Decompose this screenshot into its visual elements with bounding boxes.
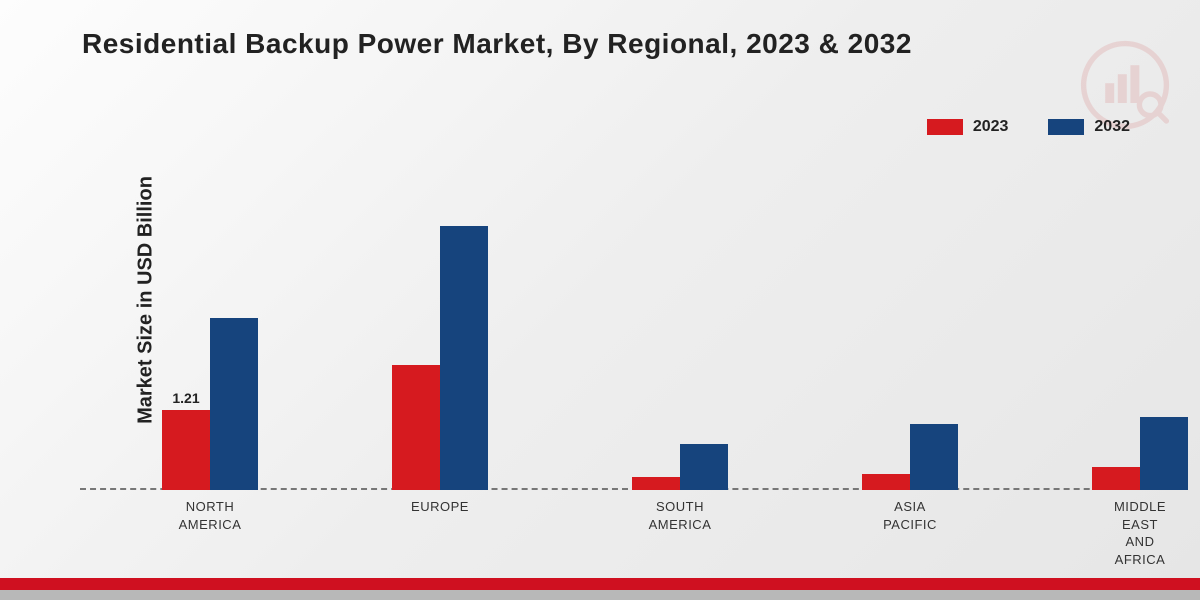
bar-2032 — [910, 424, 958, 490]
category-label: ASIA PACIFIC — [883, 498, 937, 533]
plot-area: 1.21NORTH AMERICA EUROPE SOUTH AMERICA ASIA… — [80, 160, 1170, 490]
legend-swatch-2032 — [1048, 119, 1084, 135]
bar-group: EUROPE — [380, 226, 500, 490]
legend-item-2032: 2032 — [1048, 118, 1130, 136]
data-label: 1.21 — [172, 390, 199, 406]
footer-bar-grey — [0, 590, 1200, 600]
bar-2023 — [392, 365, 440, 490]
bar-group: 1.21NORTH AMERICA — [150, 318, 270, 490]
bar-2023 — [1092, 467, 1140, 490]
bar-group: SOUTH AMERICA — [620, 444, 740, 490]
bar-2023: 1.21 — [162, 410, 210, 490]
category-label: SOUTH AMERICA — [649, 498, 712, 533]
watermark-logo-icon — [1080, 40, 1170, 130]
legend-item-2023: 2023 — [927, 118, 1009, 136]
chart-title: Residential Backup Power Market, By Regi… — [82, 28, 912, 60]
footer-bar-red — [0, 578, 1200, 590]
legend-label-2032: 2032 — [1094, 118, 1130, 136]
legend-label-2023: 2023 — [973, 118, 1009, 136]
bar-2032 — [440, 226, 488, 490]
bar-group: ASIA PACIFIC — [850, 424, 970, 490]
legend: 2023 2032 — [927, 118, 1130, 136]
bar-2023 — [862, 474, 910, 491]
category-label: MIDDLE EAST AND AFRICA — [1114, 498, 1166, 568]
bar-2023 — [632, 477, 680, 490]
category-label: EUROPE — [411, 498, 469, 516]
legend-swatch-2023 — [927, 119, 963, 135]
category-label: NORTH AMERICA — [179, 498, 242, 533]
bar-2032 — [680, 444, 728, 490]
bar-2032 — [210, 318, 258, 490]
bar-2032 — [1140, 417, 1188, 490]
bar-group: MIDDLE EAST AND AFRICA — [1080, 417, 1200, 490]
